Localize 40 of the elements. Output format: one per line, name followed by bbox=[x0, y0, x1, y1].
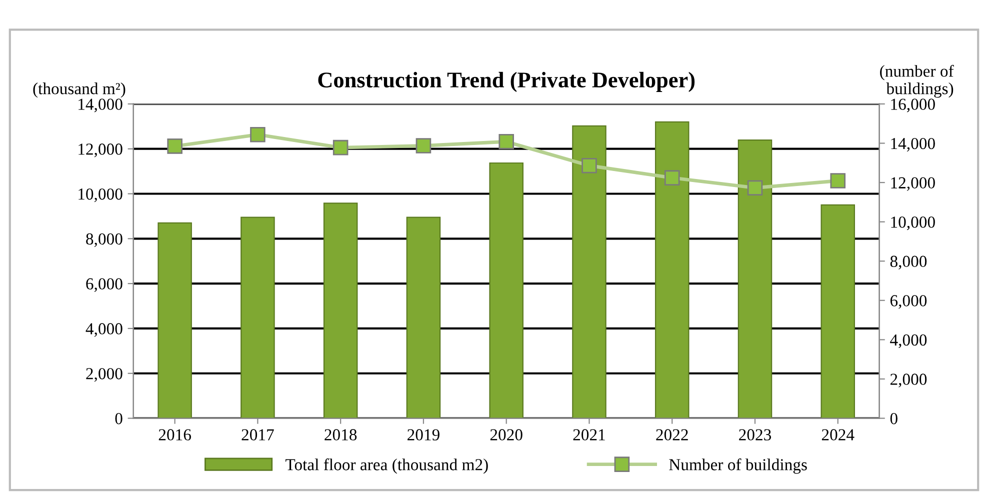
y2-tick-label: 4,000 bbox=[890, 334, 927, 348]
x-tick-label: 2022 bbox=[656, 429, 688, 440]
y2-tick-label: 2,000 bbox=[890, 374, 927, 388]
y-tick-label: 14,000 bbox=[78, 98, 122, 112]
y-tick-label: 8,000 bbox=[86, 233, 122, 248]
bar bbox=[654, 121, 690, 418]
x-tick-label: 2020 bbox=[490, 429, 522, 440]
bar bbox=[158, 222, 192, 418]
bar bbox=[489, 162, 524, 418]
x-tick-label: 2024 bbox=[822, 429, 854, 440]
legend-label: Total floor area (thousand m2) bbox=[286, 458, 488, 474]
bar bbox=[406, 216, 441, 418]
y2-tick-label: 0 bbox=[890, 412, 898, 424]
y-tick-label: 2,000 bbox=[86, 368, 122, 382]
y2-tick-label: 8,000 bbox=[890, 256, 927, 270]
x-tick-label: 2016 bbox=[158, 429, 191, 440]
y2-tick-label: 10,000 bbox=[891, 216, 935, 230]
y2-tick-label: 12,000 bbox=[891, 177, 935, 191]
x-tick-label: 2018 bbox=[324, 429, 357, 440]
y-tick-label: 6,000 bbox=[86, 278, 122, 292]
y-axis-title: (thousand m²) bbox=[33, 82, 126, 98]
y2-axis-title: (number of buildings) bbox=[880, 64, 954, 98]
y-tick-label: 0 bbox=[115, 412, 122, 424]
y-tick-label: 4,000 bbox=[86, 323, 122, 337]
bar bbox=[820, 204, 856, 418]
y2-tick-label: 6,000 bbox=[890, 295, 927, 309]
legend-label: Number of buildings bbox=[669, 458, 807, 474]
x-tick-label: 2021 bbox=[573, 429, 605, 440]
x-tick-label: 2023 bbox=[739, 429, 772, 440]
chart-title: Construction Trend (Private Developer) bbox=[318, 72, 695, 92]
y2-tick-label: 14,000 bbox=[891, 138, 935, 152]
x-tick-label: 2019 bbox=[408, 429, 440, 440]
bar bbox=[323, 202, 358, 418]
y-tick-label: 12,000 bbox=[78, 144, 122, 158]
x-tick-label: 2017 bbox=[242, 429, 274, 440]
bar bbox=[738, 140, 772, 418]
bar bbox=[572, 125, 606, 418]
y-tick-label: 10,000 bbox=[78, 188, 122, 202]
y2-tick-label: 16,000 bbox=[891, 98, 935, 112]
bar bbox=[240, 216, 275, 418]
